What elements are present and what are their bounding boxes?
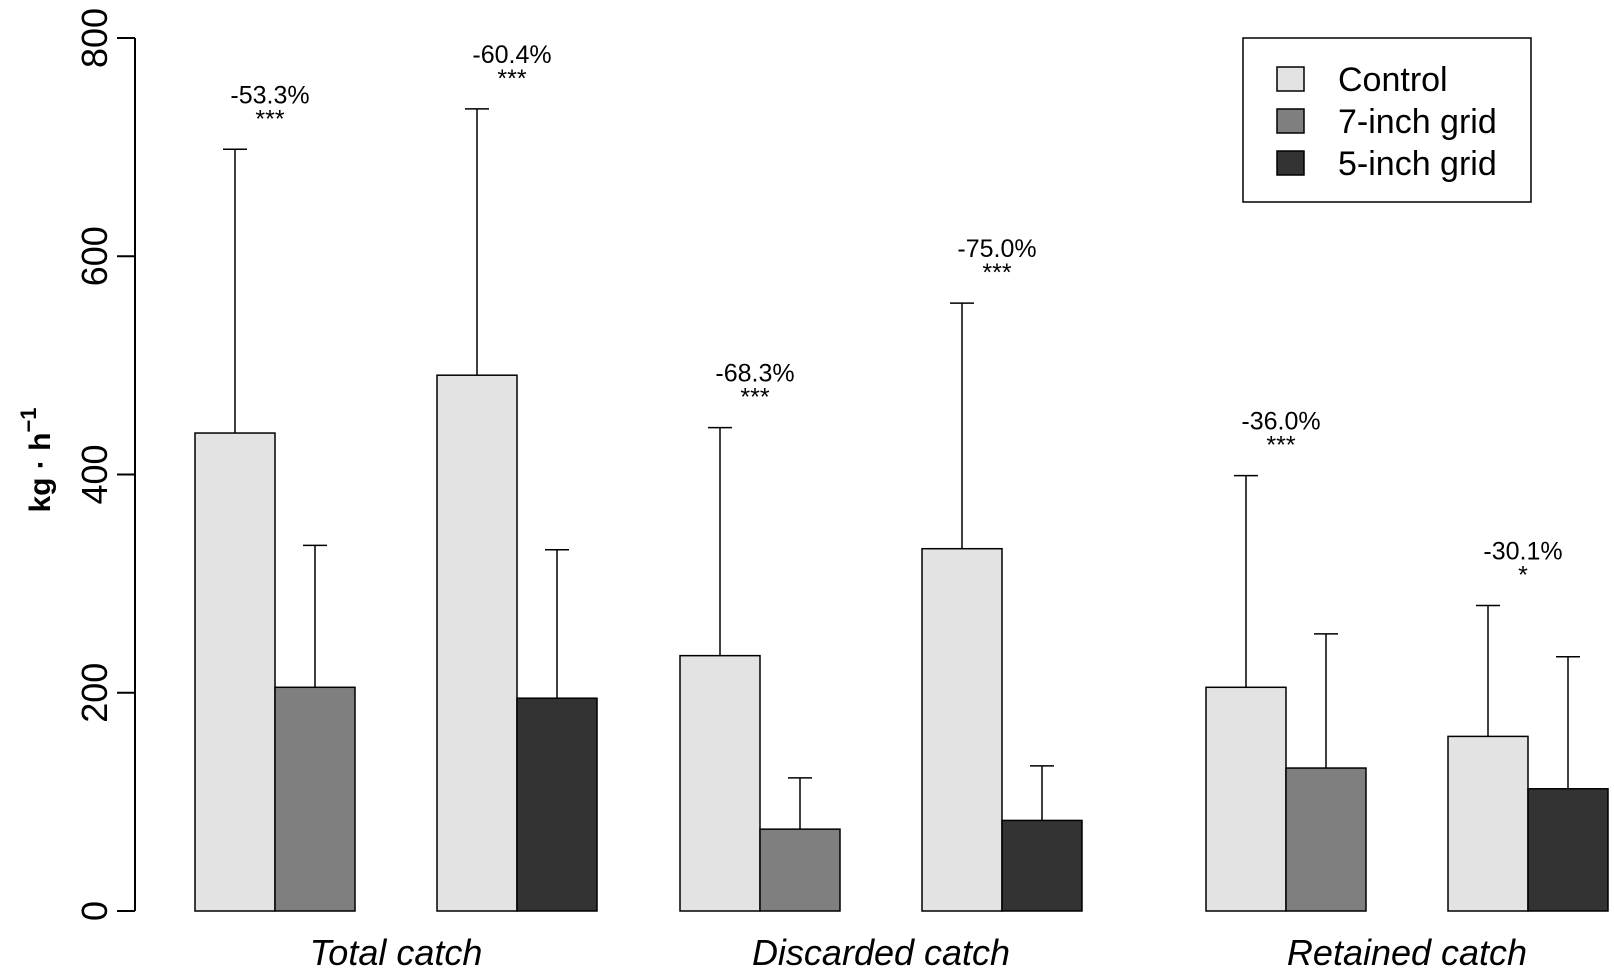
change-label: -60.4% [472,41,551,69]
y-tick-label: 200 [74,663,115,723]
annotations: -53.3%***-60.4%***-68.3%***-75.0%***-36.… [230,41,1562,590]
group-label: Discarded catch [752,932,1010,973]
bar-control [921,547,1003,912]
legend: Control 7-inch grid 5-inch grid [1242,37,1532,203]
bar-treatment [274,686,356,912]
bar-control [436,374,518,912]
y-axis-label-sup: −1 [16,407,41,432]
bar-treatment [759,828,841,912]
change-label: -75.0% [957,235,1036,263]
group-label: Retained catch [1287,932,1527,973]
y-axis-label-main: kg · h [24,433,57,513]
change-label: -68.3% [715,360,794,388]
legend-swatch [1276,150,1305,176]
bar-control [194,432,276,912]
y-tick-label: 400 [74,444,115,504]
y-tick-label: 600 [74,226,115,286]
bars [194,108,1609,912]
change-label: -30.1% [1483,537,1562,565]
y-axis: 0 200 400 600 800 [74,8,136,921]
y-tick-label: 800 [74,8,115,68]
y-axis-label: kg · h−1 [16,407,57,512]
y-tick-label: 0 [74,901,115,921]
bar-control [1205,686,1287,912]
group-labels: Total catch Discarded catch Retained catch [310,932,1527,973]
legend-label: Control [1338,61,1448,99]
significance-label: *** [497,65,526,93]
bar-treatment [1285,767,1367,912]
legend-swatch [1276,108,1305,134]
change-label: -53.3% [230,81,309,109]
significance-label: *** [1266,432,1295,460]
bar-treatment [1527,788,1609,912]
bar-control [679,654,761,912]
significance-label: *** [255,105,284,133]
change-label: -36.0% [1241,408,1320,436]
group-label: Total catch [310,932,483,973]
bar-control [1447,735,1529,912]
significance-label: *** [740,384,769,412]
significance-label: * [1518,561,1528,589]
bar-treatment [516,697,598,912]
significance-label: *** [982,259,1011,287]
legend-swatch [1276,66,1305,92]
legend-label: 5-inch grid [1338,145,1497,183]
bar-treatment [1001,819,1083,912]
legend-label: 7-inch grid [1338,103,1497,141]
